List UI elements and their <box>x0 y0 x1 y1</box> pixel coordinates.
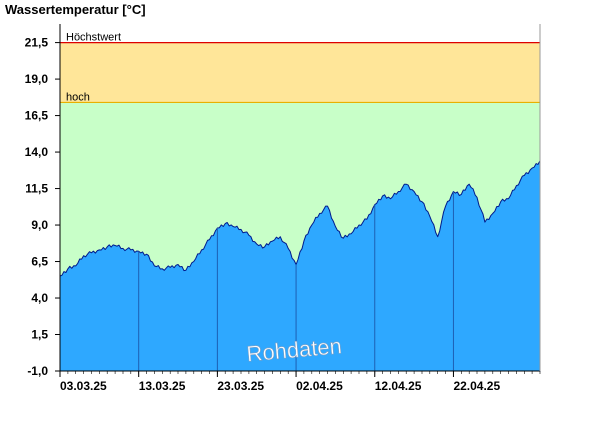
band-0 <box>60 42 540 103</box>
x-tick-label: 02.04.25 <box>296 379 343 393</box>
y-tick-label: -1,0 <box>27 364 48 378</box>
x-tick-label: 12.04.25 <box>375 379 422 393</box>
y-tick-label: 1,5 <box>31 328 48 342</box>
y-tick-label: 14,0 <box>25 145 49 159</box>
y-tick-label: 19,0 <box>25 72 49 86</box>
y-axis-title: Wassertemperatur [°C] <box>5 2 146 17</box>
y-tick-label: 11,5 <box>25 182 48 196</box>
threshold-label-1: hoch <box>66 91 90 103</box>
threshold-lines: Höchstwert hoch <box>60 32 540 103</box>
x-tick-label: 13.03.25 <box>139 379 186 393</box>
y-axis: -1,0 1,5 4,0 6,5 9,0 11,5 14,0 16,5 19,0 21,5 <box>25 24 61 378</box>
threshold-label-0: Höchstwert <box>66 32 121 44</box>
y-tick-label: 4,0 <box>31 291 48 305</box>
x-tick-label: 22.04.25 <box>453 379 500 393</box>
temperature-area <box>59 160 541 372</box>
y-tick-label: 9,0 <box>31 218 48 232</box>
x-axis: 03.03.25 13.03.25 23.03.25 02.04.25 12.04.25… <box>59 24 541 393</box>
y-tick-label: 21,5 <box>25 36 49 50</box>
x-tick-label: 03.03.25 <box>60 379 107 393</box>
x-tick-label: 23.03.25 <box>217 379 264 393</box>
y-tick-label: 6,5 <box>31 255 48 269</box>
y-tick-label: 16,5 <box>25 109 49 123</box>
